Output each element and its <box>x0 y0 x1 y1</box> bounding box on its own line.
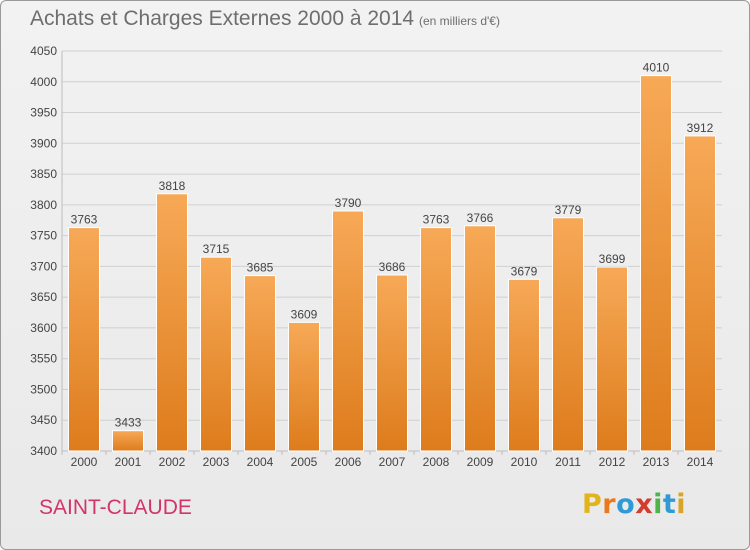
data-label: 3679 <box>511 264 538 278</box>
data-label: 3763 <box>71 213 98 227</box>
y-tick-label: 3850 <box>30 167 57 181</box>
data-label: 4010 <box>643 61 670 75</box>
x-tick-label: 2011 <box>555 455 581 469</box>
bar <box>684 135 716 452</box>
logo-letter: i <box>653 489 663 520</box>
bar <box>112 430 144 452</box>
logo-letter: P <box>582 489 603 520</box>
y-tick-label: 3750 <box>30 229 57 243</box>
logo-letter: o <box>616 489 636 520</box>
bar <box>200 256 232 452</box>
x-tick-label: 2013 <box>643 455 670 469</box>
y-tick-label: 3600 <box>30 321 57 335</box>
data-label: 3715 <box>203 242 230 256</box>
data-label: 3433 <box>115 416 142 430</box>
y-tick-label: 3400 <box>30 444 57 458</box>
data-label: 3686 <box>379 260 406 274</box>
x-tick-label: 2005 <box>291 455 318 469</box>
x-tick-label: 2001 <box>115 455 142 469</box>
bar <box>68 227 100 452</box>
x-tick-label: 2004 <box>247 455 274 469</box>
bar <box>552 217 584 452</box>
x-axis: 2000 2001 2002 2003 2004 2005 2006 2007 2008 2009… <box>61 451 714 469</box>
bar <box>420 227 452 452</box>
y-tick-label: 3700 <box>30 259 57 273</box>
x-tick-label: 2009 <box>467 455 494 469</box>
bar <box>288 321 320 452</box>
data-label: 3699 <box>599 252 626 266</box>
x-tick-label: 2012 <box>599 455 626 469</box>
place-name: SAINT-CLAUDE <box>39 496 192 519</box>
y-tick-label: 3950 <box>30 106 57 120</box>
x-tick-label: 2008 <box>423 455 450 469</box>
y-axis: 3400 3450 3500 3550 3600 3650 3700 3750 3800 3850… <box>30 44 57 458</box>
data-label: 3818 <box>159 179 186 193</box>
y-tick-label: 3800 <box>30 198 57 212</box>
logo-letter: t <box>662 489 677 520</box>
bar <box>508 278 540 452</box>
bar <box>244 275 276 452</box>
data-label: 3766 <box>467 211 494 225</box>
bar <box>596 266 628 452</box>
x-tick-label: 2007 <box>379 455 406 469</box>
data-label: 3790 <box>335 196 362 210</box>
logo-letter: x <box>635 489 654 520</box>
proxiti-logo: Proxiti <box>582 489 686 520</box>
x-tick-label: 2006 <box>335 455 362 469</box>
bar <box>156 193 188 452</box>
chart-title: Achats et Charges Externes 2000 à 2014 <box>30 7 415 30</box>
data-label: 3685 <box>247 261 274 275</box>
x-tick-label: 2003 <box>203 455 230 469</box>
y-tick-label: 3550 <box>30 352 57 366</box>
x-tick-label: 2010 <box>511 455 538 469</box>
bars <box>68 75 716 452</box>
logo-letter: r <box>602 489 617 520</box>
y-tick-label: 3900 <box>30 136 57 150</box>
y-tick-label: 4050 <box>30 44 57 58</box>
data-labels: 3763 3433 3818 3715 3685 3609 3790 3686 3763 3766… <box>71 61 714 430</box>
x-tick-label: 2014 <box>687 455 714 469</box>
data-label: 3763 <box>423 213 450 227</box>
data-label: 3609 <box>291 307 318 321</box>
chart-unit-label: (en milliers d'€) <box>419 14 500 28</box>
data-label: 3912 <box>687 121 714 135</box>
data-label: 3779 <box>555 203 582 217</box>
y-tick-label: 3500 <box>30 382 57 396</box>
y-tick-label: 3650 <box>30 290 57 304</box>
x-tick-label: 2000 <box>71 455 98 469</box>
bar <box>332 210 364 452</box>
bar <box>376 274 408 452</box>
bar <box>464 225 496 452</box>
y-tick-label: 4000 <box>30 75 57 89</box>
x-tick-label: 2002 <box>159 455 186 469</box>
bar <box>640 75 672 452</box>
y-tick-label: 3450 <box>30 413 57 427</box>
logo-letter: i <box>676 489 687 520</box>
